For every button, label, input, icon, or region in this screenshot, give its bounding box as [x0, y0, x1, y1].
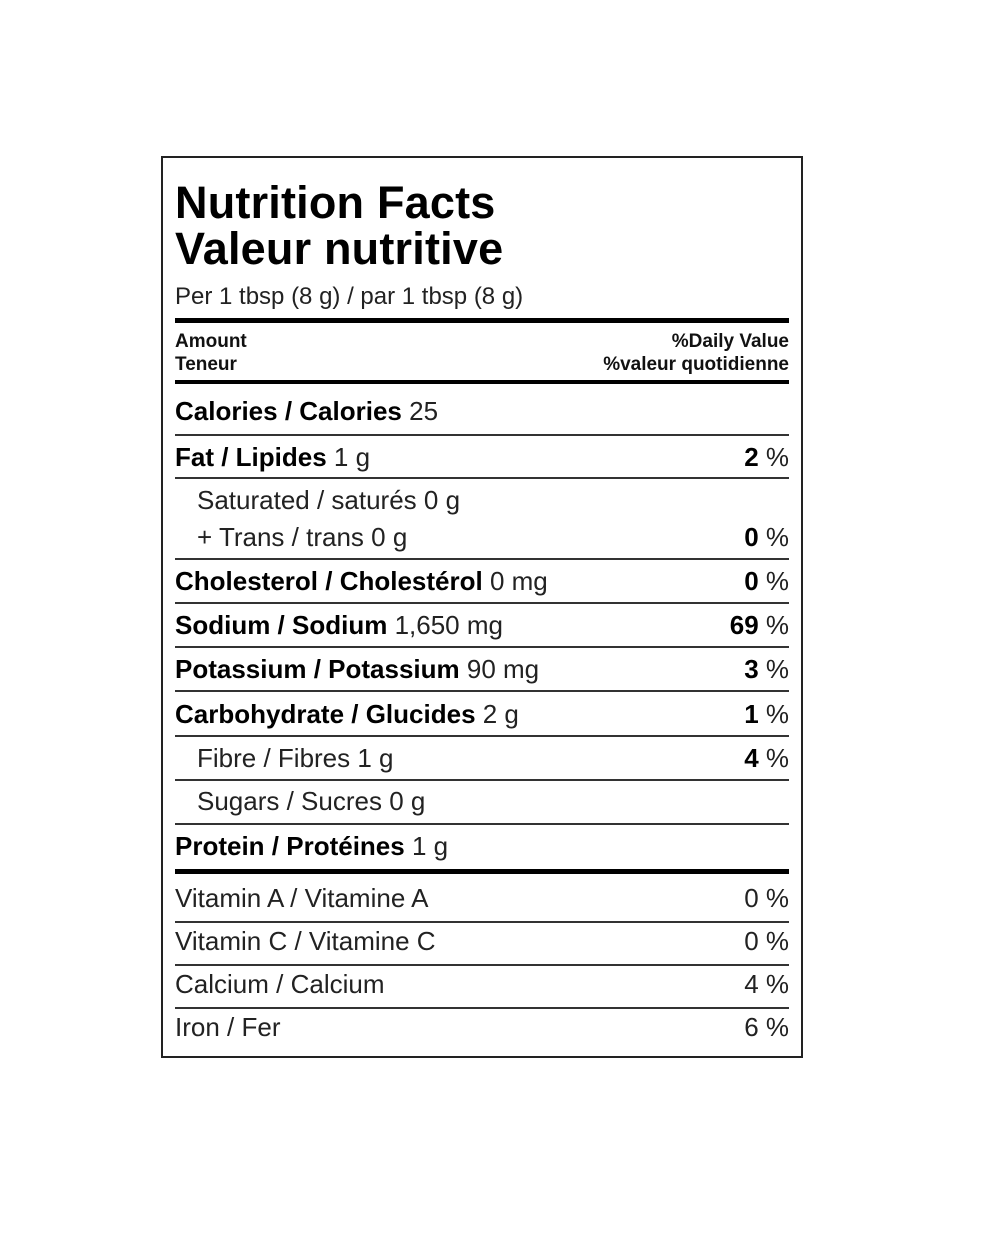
carbohydrate-label: Carbohydrate / Glucides: [175, 699, 483, 729]
fat-amount: 1 g: [333, 442, 371, 472]
vitamin-a-daily-value: 0 %: [744, 883, 789, 913]
sugars-text: Sugars / Sucres 0 g: [197, 786, 426, 816]
divider: [175, 735, 789, 737]
daily-value-header-fr: %valeur quotidienne: [603, 354, 789, 375]
potassium-dv-value: 3: [744, 654, 759, 684]
daily-value-header-en: %Daily Value: [671, 331, 789, 352]
carbohydrate-row: Carbohydrate / Glucides 2 g 1 %: [175, 699, 789, 729]
cholesterol-daily-value: 0 %: [744, 566, 789, 596]
divider: [175, 558, 789, 560]
amount-header: Amount Teneur: [175, 330, 247, 376]
divider-thick-top: [175, 318, 789, 323]
fat-row: Fat / Lipides 1 g 2 %: [175, 442, 789, 472]
sugars-row: Sugars / Sucres 0 g: [197, 786, 789, 816]
divider: [175, 964, 789, 966]
trans-dv-value: 0: [744, 522, 759, 552]
fibre-text: Fibre / Fibres 1 g: [197, 743, 394, 773]
trans-dv-unit: %: [758, 522, 789, 552]
vitamin-row-vitamin-c: Vitamin C / Vitamine C 0 %: [175, 926, 789, 956]
trans-text: + Trans / trans 0 g: [197, 522, 408, 552]
iron-daily-value: 6 %: [744, 1012, 789, 1042]
potassium-label: Potassium / Potassium: [175, 654, 467, 684]
nutrition-facts-label: Nutrition Facts Valeur nutritive Per 1 t…: [161, 156, 803, 1058]
divider: [175, 602, 789, 604]
calories-row: Calories / Calories 25: [175, 396, 789, 426]
divider: [175, 779, 789, 781]
divider: [175, 477, 789, 479]
divider: [175, 1007, 789, 1009]
fibre-dv-value: 4: [744, 743, 759, 773]
calories-amount: 25: [409, 396, 439, 426]
potassium-daily-value: 3 %: [744, 654, 789, 684]
carbohydrate-dv-unit: %: [758, 699, 789, 729]
vitamin-c-daily-value: 0 %: [744, 926, 789, 956]
vitamin-row-calcium: Calcium / Calcium 4 %: [175, 969, 789, 999]
vitamin-row-iron: Iron / Fer 6 %: [175, 1012, 789, 1042]
fat-daily-value: 2 %: [744, 442, 789, 472]
sodium-dv-value: 69: [729, 610, 759, 640]
cholesterol-row: Cholesterol / Cholestérol 0 mg 0 %: [175, 566, 789, 596]
trans-daily-value: 0 %: [744, 522, 789, 552]
fat-label: Fat / Lipides: [175, 442, 334, 472]
divider: [175, 690, 789, 692]
calcium-label: Calcium / Calcium: [175, 969, 385, 999]
amount-header-en: Amount: [175, 331, 247, 352]
saturated-row: Saturated / saturés 0 g: [197, 485, 789, 515]
divider-thick-header: [175, 380, 789, 384]
potassium-amount: 90 mg: [466, 654, 540, 684]
trans-row: + Trans / trans 0 g 0 %: [197, 522, 789, 552]
vitamin-a-label: Vitamin A / Vitamine A: [175, 883, 429, 913]
divider: [175, 921, 789, 923]
sodium-dv-unit: %: [758, 610, 789, 640]
fibre-dv-unit: %: [758, 743, 789, 773]
fibre-daily-value: 4 %: [744, 743, 789, 773]
vitamin-row-vitamin-a: Vitamin A / Vitamine A 0 %: [175, 883, 789, 913]
cholesterol-dv-unit: %: [758, 566, 789, 596]
title-french: Valeur nutritive: [175, 223, 504, 274]
carbohydrate-dv-value: 1: [744, 699, 759, 729]
cholesterol-amount: 0 mg: [489, 566, 548, 596]
sodium-amount: 1,650 mg: [394, 610, 503, 640]
divider-thick-vitamins: [175, 869, 789, 874]
sodium-daily-value: 69 %: [730, 610, 789, 640]
potassium-row: Potassium / Potassium 90 mg 3 %: [175, 654, 789, 684]
sodium-label: Sodium / Sodium: [175, 610, 395, 640]
fat-dv-unit: %: [758, 442, 789, 472]
potassium-dv-unit: %: [758, 654, 789, 684]
calories-label: Calories / Calories: [175, 396, 410, 426]
divider: [175, 823, 789, 825]
protein-row: Protein / Protéines 1 g: [175, 831, 789, 861]
title-english: Nutrition Facts: [175, 177, 496, 228]
sodium-row: Sodium / Sodium 1,650 mg 69 %: [175, 610, 789, 640]
iron-label: Iron / Fer: [175, 1012, 281, 1042]
cholesterol-label: Cholesterol / Cholestérol: [175, 566, 490, 596]
amount-header-fr: Teneur: [175, 354, 237, 375]
calcium-daily-value: 4 %: [744, 969, 789, 999]
vitamin-c-label: Vitamin C / Vitamine C: [175, 926, 436, 956]
protein-label: Protein / Protéines: [175, 831, 412, 861]
fat-dv-value: 2: [744, 442, 759, 472]
divider: [175, 646, 789, 648]
serving-size: Per 1 tbsp (8 g) / par 1 tbsp (8 g): [175, 283, 524, 310]
protein-amount: 1 g: [411, 831, 449, 861]
cholesterol-dv-value: 0: [744, 566, 759, 596]
saturated-text: Saturated / saturés 0 g: [197, 485, 461, 515]
carbohydrate-amount: 2 g: [482, 699, 519, 729]
carbohydrate-daily-value: 1 %: [744, 699, 789, 729]
fibre-row: Fibre / Fibres 1 g 4 %: [197, 743, 789, 773]
divider: [175, 434, 789, 436]
daily-value-header: %Daily Value %valeur quotidienne: [603, 330, 789, 376]
